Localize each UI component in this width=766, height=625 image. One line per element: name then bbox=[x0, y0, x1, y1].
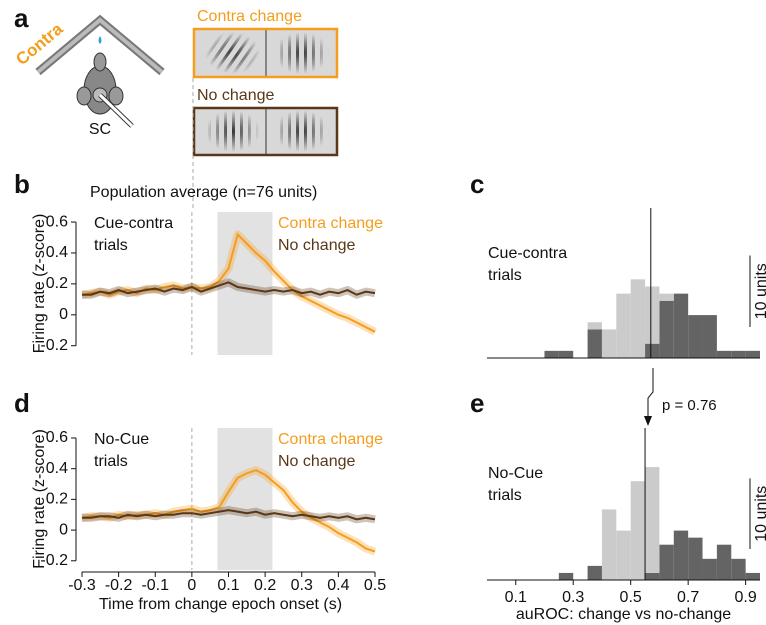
panel-label: c bbox=[470, 169, 484, 199]
x-tick-label: 0.3 bbox=[562, 589, 584, 606]
legend-entry: No change bbox=[278, 453, 355, 470]
stimulus-contra-change bbox=[192, 27, 339, 79]
p-value: p = 0.76 bbox=[662, 397, 717, 414]
x-axis-label: auROC: change vs no-change bbox=[516, 606, 731, 623]
area-label: SC bbox=[89, 121, 111, 138]
series-line bbox=[82, 281, 376, 296]
y-axis-label: Firing rate (z-score) bbox=[31, 429, 48, 569]
y-tick-label: 0.2 bbox=[46, 275, 68, 292]
histogram-bar bbox=[702, 558, 717, 580]
stimulus-label: Contra change bbox=[197, 8, 302, 25]
histogram-bar bbox=[616, 530, 631, 580]
histogram-bar bbox=[616, 293, 631, 358]
trial-label: trials bbox=[488, 487, 522, 504]
x-tick-label: 0.2 bbox=[254, 577, 276, 594]
panel-label: a bbox=[14, 3, 29, 33]
trial-label: No-Cue bbox=[94, 431, 149, 448]
histogram-bar bbox=[587, 322, 602, 330]
x-tick-label: -0.2 bbox=[105, 577, 133, 594]
x-tick-label: 0.5 bbox=[620, 589, 642, 606]
trial-label: Cue-contra bbox=[488, 245, 567, 262]
y-axis-label: Firing rate (z-score) bbox=[31, 214, 48, 354]
stimulus-label: No change bbox=[197, 87, 274, 104]
trial-label: trials bbox=[488, 267, 522, 284]
histogram-bar bbox=[673, 530, 689, 580]
y-tick-label: 0 bbox=[59, 306, 68, 323]
stimulus-no-change bbox=[192, 106, 339, 157]
histogram-bar bbox=[587, 329, 602, 358]
histogram-bar bbox=[659, 300, 674, 358]
histogram-bar bbox=[558, 572, 574, 580]
series-line bbox=[82, 509, 376, 521]
panel-label: e bbox=[470, 388, 484, 418]
scale-bar-label: 10 units bbox=[753, 263, 766, 319]
y-tick-label: 0.4 bbox=[46, 244, 68, 261]
y-tick-label: -0.2 bbox=[40, 337, 68, 354]
histogram-bar bbox=[731, 350, 746, 358]
histogram-bar bbox=[673, 293, 689, 358]
population-title: Population average (n=76 units) bbox=[90, 184, 317, 201]
y-tick-label: 0.2 bbox=[46, 491, 68, 508]
histogram-bar bbox=[659, 293, 674, 301]
legend-entry: Contra change bbox=[278, 431, 383, 448]
histogram-bar bbox=[716, 544, 732, 580]
x-tick-label: -0.1 bbox=[141, 577, 169, 594]
histogram-bar bbox=[587, 565, 602, 580]
histogram-bar bbox=[645, 343, 660, 358]
x-tick-label: 0.9 bbox=[735, 589, 757, 606]
histogram-bar bbox=[716, 350, 732, 358]
y-tick-label: 0 bbox=[59, 521, 68, 538]
x-tick-label: 0.4 bbox=[327, 577, 349, 594]
x-tick-label: -0.3 bbox=[68, 577, 96, 594]
legend-entry: No change bbox=[278, 237, 355, 254]
histogram-bar bbox=[702, 315, 717, 358]
histogram-bar bbox=[688, 315, 703, 358]
histogram-bar bbox=[645, 467, 660, 573]
histogram-bar bbox=[601, 509, 617, 580]
scale-bar-label: 10 units bbox=[753, 486, 766, 542]
trial-label: Cue-contra bbox=[94, 215, 173, 232]
panel-label: d bbox=[14, 388, 30, 418]
histogram-bar bbox=[601, 329, 617, 358]
x-tick-label: 0 bbox=[187, 577, 196, 594]
mouse-schematic bbox=[35, 14, 165, 128]
x-tick-label: 0.7 bbox=[677, 589, 699, 606]
histogram-bar bbox=[630, 279, 646, 358]
p-annotation bbox=[644, 368, 654, 426]
legend-entry: Contra change bbox=[278, 215, 383, 232]
x-axis-label: Time from change epoch onset (s) bbox=[99, 596, 342, 613]
histogram-bar bbox=[745, 572, 760, 580]
histogram-bar bbox=[659, 544, 674, 580]
series-line bbox=[81, 232, 376, 333]
x-tick-label: 0.3 bbox=[291, 577, 313, 594]
y-tick-label: 0.6 bbox=[46, 213, 68, 230]
histogram-bar bbox=[688, 537, 703, 580]
response-window bbox=[217, 428, 273, 570]
histogram-bar bbox=[645, 572, 660, 580]
trial-label: trials bbox=[94, 237, 128, 254]
panel-label: b bbox=[14, 169, 30, 199]
histogram-bar bbox=[544, 350, 559, 358]
histogram-bar bbox=[630, 481, 646, 580]
histogram-bar bbox=[645, 286, 660, 344]
y-tick-label: 0.6 bbox=[46, 429, 68, 446]
trial-label: trials bbox=[94, 453, 128, 470]
y-tick-label: 0.4 bbox=[46, 460, 68, 477]
histogram-bar bbox=[731, 558, 746, 580]
x-tick-label: 0.5 bbox=[364, 577, 386, 594]
trial-label: No-Cue bbox=[488, 465, 543, 482]
histogram-bar bbox=[558, 350, 574, 358]
y-tick-label: -0.2 bbox=[40, 552, 68, 569]
x-tick-label: 0.1 bbox=[217, 577, 239, 594]
histogram-bar bbox=[745, 350, 760, 358]
x-tick-label: 0.1 bbox=[505, 589, 527, 606]
